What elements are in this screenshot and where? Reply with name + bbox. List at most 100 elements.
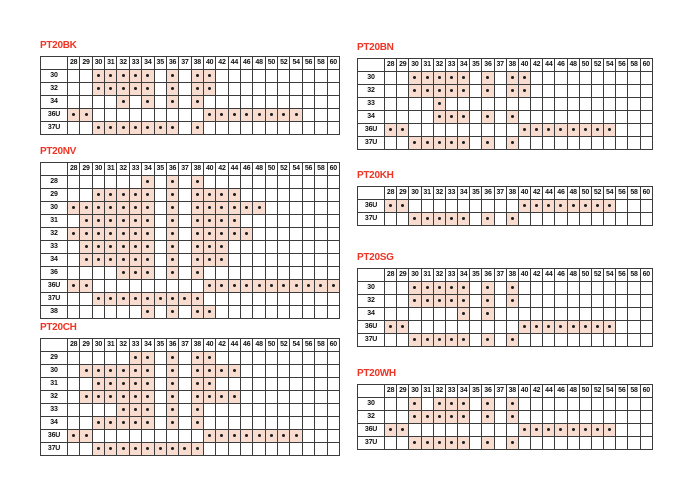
availability-cell bbox=[277, 390, 291, 404]
availability-cell bbox=[190, 188, 204, 202]
availability-dot-icon bbox=[96, 420, 100, 424]
availability-cell bbox=[153, 279, 167, 293]
availability-cell bbox=[178, 69, 192, 83]
availability-cell bbox=[116, 227, 130, 241]
availability-dot-icon bbox=[220, 112, 224, 116]
availability-dot-icon bbox=[596, 203, 599, 207]
availability-cell bbox=[627, 281, 641, 295]
availability-cell bbox=[314, 253, 328, 267]
availability-cell bbox=[141, 377, 155, 391]
availability-dot-icon bbox=[195, 355, 199, 359]
availability-dot-icon bbox=[232, 394, 236, 398]
availability-dot-icon bbox=[195, 257, 199, 261]
availability-cell bbox=[215, 95, 229, 109]
availability-cell bbox=[215, 351, 229, 365]
availability-cell bbox=[457, 320, 471, 334]
availability-cell bbox=[408, 123, 422, 137]
availability-cell bbox=[542, 333, 556, 347]
availability-cell bbox=[252, 292, 266, 306]
availability-cell bbox=[227, 403, 242, 417]
availability-cell bbox=[314, 227, 328, 241]
availability-dot-icon bbox=[109, 192, 113, 196]
availability-cell bbox=[469, 294, 483, 308]
availability-cell bbox=[202, 390, 217, 404]
availability-dot-icon bbox=[269, 283, 273, 287]
availability-cell bbox=[481, 333, 495, 347]
size-column-header: 46 bbox=[240, 162, 254, 176]
availability-cell bbox=[116, 240, 130, 254]
availability-cell bbox=[79, 201, 93, 215]
availability-cell bbox=[252, 175, 266, 189]
availability-cell bbox=[202, 305, 217, 319]
availability-cell bbox=[202, 364, 217, 378]
availability-dot-icon bbox=[208, 244, 212, 248]
row-size-label: 31 bbox=[40, 214, 68, 228]
availability-dot-icon bbox=[208, 368, 212, 372]
availability-cell bbox=[493, 423, 507, 437]
availability-cell bbox=[481, 281, 495, 295]
availability-cell bbox=[481, 307, 495, 321]
availability-dot-icon bbox=[257, 283, 261, 287]
availability-cell bbox=[627, 110, 641, 124]
availability-cell bbox=[505, 212, 519, 226]
availability-cell bbox=[432, 84, 446, 98]
availability-cell bbox=[542, 423, 556, 437]
size-column-header: 58 bbox=[627, 268, 641, 282]
availability-dot-icon bbox=[146, 218, 150, 222]
availability-cell bbox=[554, 410, 568, 424]
corner-cell bbox=[40, 162, 68, 176]
availability-cell bbox=[116, 351, 130, 365]
availability-cell bbox=[79, 95, 93, 109]
availability-cell bbox=[128, 201, 143, 215]
size-column-header: 54 bbox=[603, 58, 617, 72]
size-column-header: 35 bbox=[469, 58, 483, 72]
availability-cell bbox=[383, 212, 398, 226]
size-column-header: 28 bbox=[66, 56, 81, 70]
availability-cell bbox=[383, 294, 398, 308]
availability-dot-icon bbox=[257, 433, 261, 437]
availability-cell bbox=[252, 364, 266, 378]
availability-cell bbox=[566, 84, 580, 98]
availability-cell bbox=[202, 214, 217, 228]
availability-cell bbox=[215, 364, 229, 378]
availability-cell bbox=[252, 69, 266, 83]
availability-cell bbox=[615, 320, 629, 334]
availability-cell bbox=[590, 84, 605, 98]
availability-cell bbox=[264, 377, 279, 391]
availability-cell bbox=[91, 240, 106, 254]
availability-dot-icon bbox=[146, 309, 150, 313]
availability-cell bbox=[493, 320, 507, 334]
availability-cell bbox=[326, 108, 341, 122]
availability-cell bbox=[178, 279, 192, 293]
size-column-header: 44 bbox=[542, 384, 556, 398]
availability-dot-icon bbox=[437, 440, 441, 444]
availability-dot-icon bbox=[171, 192, 175, 196]
availability-cell bbox=[396, 199, 410, 213]
availability-cell bbox=[301, 188, 316, 202]
availability-dot-icon bbox=[583, 427, 587, 431]
availability-cell bbox=[227, 279, 242, 293]
availability-cell bbox=[481, 84, 495, 98]
size-column-header: 60 bbox=[326, 56, 341, 70]
availability-cell bbox=[79, 227, 93, 241]
availability-cell bbox=[165, 266, 180, 280]
availability-dot-icon bbox=[121, 86, 125, 90]
availability-cell bbox=[104, 108, 118, 122]
availability-cell bbox=[178, 377, 192, 391]
size-column-header: 32 bbox=[116, 162, 130, 176]
availability-cell bbox=[603, 307, 617, 321]
availability-dot-icon bbox=[195, 244, 199, 248]
availability-cell bbox=[178, 95, 192, 109]
availability-dot-icon bbox=[596, 324, 599, 328]
availability-dot-icon bbox=[109, 446, 113, 450]
size-column-header: 29 bbox=[396, 58, 410, 72]
row-size-label: 30 bbox=[40, 364, 68, 378]
size-column-header: 60 bbox=[639, 58, 654, 72]
availability-cell bbox=[227, 253, 242, 267]
availability-cell bbox=[420, 333, 434, 347]
availability-cell bbox=[240, 279, 254, 293]
size-column-header: 36 bbox=[165, 56, 180, 70]
availability-cell bbox=[517, 294, 532, 308]
availability-dot-icon bbox=[96, 218, 100, 222]
availability-cell bbox=[190, 175, 204, 189]
